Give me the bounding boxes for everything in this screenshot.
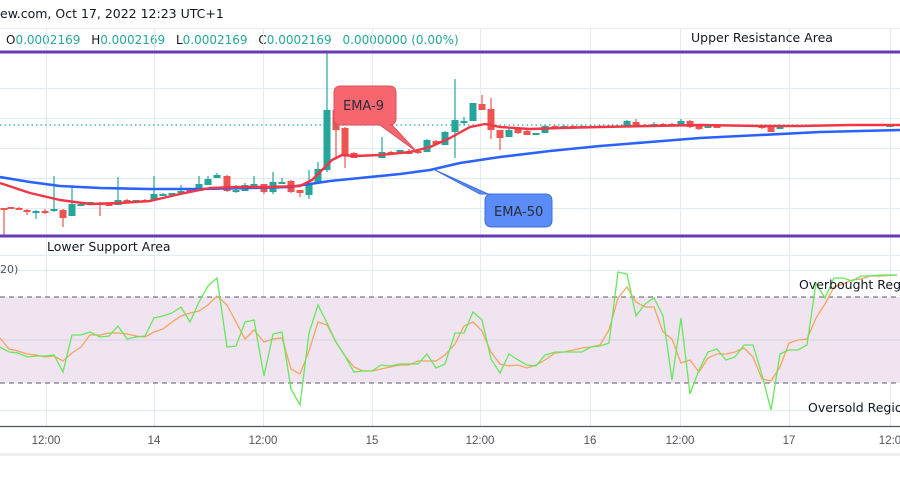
candle — [451, 79, 459, 158]
candle — [59, 209, 67, 227]
candle — [32, 210, 40, 219]
open-label: O — [6, 33, 16, 47]
x-tick-label: 12:00 — [249, 435, 278, 447]
candle — [396, 150, 404, 152]
bottom-border — [0, 453, 900, 456]
candle — [323, 52, 331, 172]
x-tick-label: 12:00 — [32, 435, 61, 447]
x-tick-label: 12:0 — [879, 435, 900, 447]
x-tick-label: 12:00 — [666, 435, 695, 447]
x-tick-label: 15 — [366, 435, 379, 447]
candle — [487, 98, 495, 139]
candle — [114, 177, 122, 205]
candle — [50, 176, 58, 212]
x-tick-label: 16 — [584, 435, 597, 447]
candle — [0, 208, 8, 236]
open-value: 0.0002169 — [15, 33, 81, 47]
ohlc-legend: O0.0002169 H0.0002169 L0.0002169 C0.0002… — [6, 30, 459, 50]
oversold-label: Oversold Region — [808, 400, 900, 415]
candle — [7, 207, 15, 209]
candle — [23, 209, 31, 215]
high-value: 0.0002169 — [100, 33, 166, 47]
candle — [41, 209, 49, 214]
candle — [250, 176, 258, 186]
upper-resistance-label: Upper Resistance Area — [691, 30, 833, 45]
candle — [204, 176, 212, 185]
candle — [505, 128, 513, 137]
x-axis-ticks[interactable]: 12:00 14 12:00 15 12:00 16 12:00 17 12:0 — [32, 435, 900, 447]
candle — [269, 172, 277, 194]
ema9-callout[interactable]: EMA-9 — [333, 85, 418, 153]
rsi-threshold-lines — [0, 296, 900, 384]
candle — [296, 190, 304, 197]
x-tick-label: 14 — [148, 435, 161, 447]
oscillator-legend: 20) — [0, 263, 18, 276]
ema50-line — [0, 128, 900, 191]
overbought-label: Overbought Region — [799, 277, 900, 292]
oscillator-fast-line — [0, 271, 897, 411]
x-tick-label: 17 — [783, 435, 796, 447]
candle — [460, 117, 468, 125]
ema9-callout-label: EMA-9 — [343, 99, 384, 114]
chart-source-header: ew.com, Oct 17, 2022 12:23 UTC+1 — [0, 0, 900, 28]
candle — [496, 130, 504, 150]
close-label: C — [258, 33, 267, 47]
close-value: 0.0002169 — [266, 33, 332, 47]
candle — [423, 139, 431, 152]
candle — [159, 193, 167, 196]
ema50-callout-label: EMA-50 — [494, 205, 543, 220]
ema9-line — [0, 122, 900, 206]
candle — [278, 178, 286, 184]
x-tick-label: 12:00 — [466, 435, 495, 447]
change-value: 0.0000000 (0.00%) — [342, 33, 459, 47]
candle — [469, 103, 477, 121]
low-value: 0.0002169 — [182, 33, 248, 47]
candle — [523, 130, 531, 135]
candle — [478, 95, 486, 110]
candle — [532, 133, 540, 135]
ema50-callout[interactable]: EMA-50 — [434, 169, 553, 228]
candle — [168, 193, 176, 195]
high-label: H — [91, 33, 101, 47]
candle — [15, 207, 23, 210]
lower-support-label: Lower Support Area — [47, 239, 171, 254]
candle — [341, 127, 349, 168]
low-label: L — [175, 33, 183, 47]
candle — [441, 131, 449, 145]
candle — [213, 173, 221, 178]
source-timestamp: ew.com, Oct 17, 2022 12:23 UTC+1 — [0, 6, 224, 21]
